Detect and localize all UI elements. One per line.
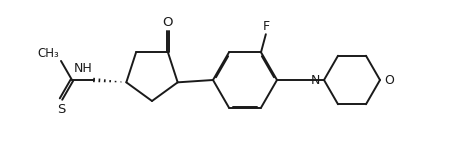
- Text: NH: NH: [74, 62, 92, 75]
- Text: CH₃: CH₃: [37, 47, 59, 60]
- Text: O: O: [162, 16, 173, 29]
- Text: N: N: [310, 74, 319, 87]
- Text: F: F: [262, 20, 269, 33]
- Text: S: S: [57, 103, 65, 116]
- Text: O: O: [383, 74, 393, 87]
